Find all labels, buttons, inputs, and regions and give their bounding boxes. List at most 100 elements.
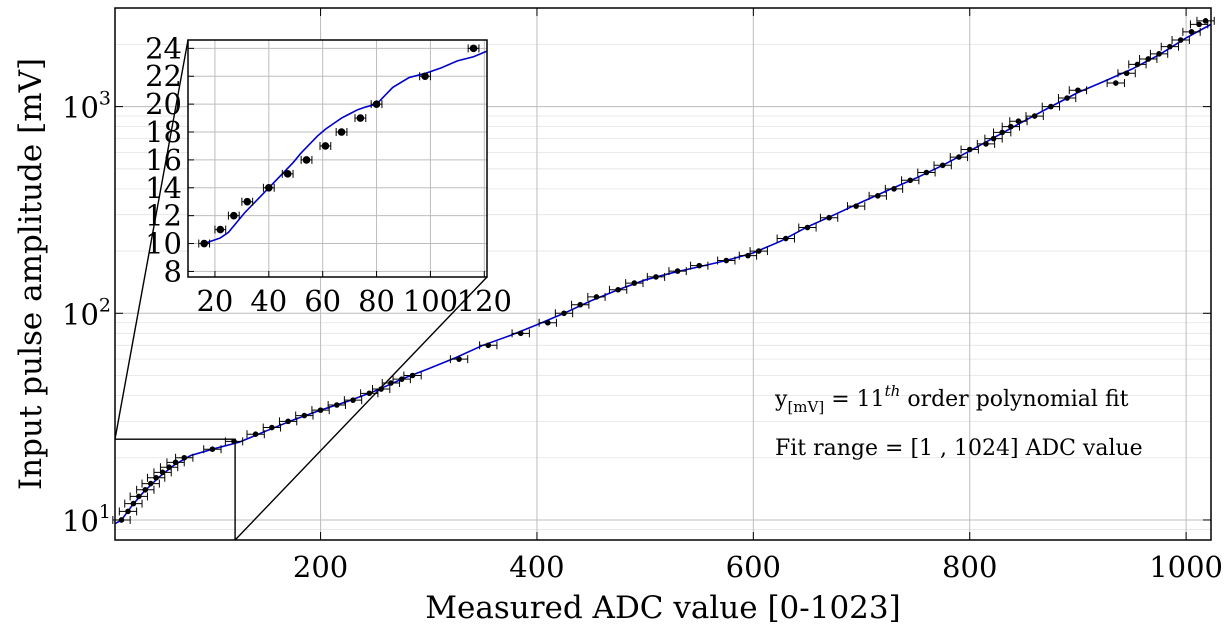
data-point	[868, 191, 887, 200]
data-point	[738, 251, 758, 260]
point-marker	[956, 154, 962, 160]
inset-point-marker	[421, 72, 429, 81]
data-point	[141, 479, 160, 488]
y-tick-base: 10	[62, 297, 99, 331]
point-marker	[853, 203, 859, 209]
inset-fit-curve	[203, 50, 488, 245]
data-point	[479, 341, 498, 350]
data-point	[153, 468, 172, 477]
inset-y-tick-label: 24	[145, 31, 182, 65]
data-point	[538, 318, 557, 327]
data-point	[1171, 36, 1190, 45]
inset-y-tick-label: 14	[145, 171, 182, 205]
point-marker	[653, 274, 659, 280]
x-tick-label: 1000	[1149, 550, 1223, 584]
point-marker	[142, 486, 149, 493]
data-point	[884, 184, 904, 193]
data-point	[246, 430, 265, 439]
point-marker	[1015, 118, 1022, 124]
inset-x-tick-label: 80	[358, 284, 395, 318]
data-point	[449, 355, 469, 364]
fit-annotation-order: = 11	[824, 387, 884, 412]
data-point	[646, 272, 666, 281]
data-point	[1068, 86, 1088, 95]
point-marker	[593, 294, 600, 300]
data-point	[819, 213, 839, 222]
data-point	[511, 329, 530, 338]
point-marker	[366, 390, 373, 397]
point-marker	[1123, 70, 1130, 77]
point-marker	[990, 135, 997, 142]
inset-data-point	[319, 141, 332, 150]
inset-point-marker	[265, 183, 273, 192]
data-point	[118, 507, 138, 516]
point-marker	[1188, 29, 1195, 35]
point-marker	[172, 459, 179, 466]
y-tick-label: 103	[62, 88, 111, 125]
data-point	[993, 128, 1012, 137]
data-point	[668, 267, 687, 276]
data-point	[798, 223, 817, 232]
data-point	[327, 400, 346, 409]
point-marker	[153, 474, 159, 481]
data-point	[403, 371, 422, 380]
x-tick-label: 200	[293, 550, 348, 584]
data-point	[1128, 60, 1147, 69]
data-point	[203, 445, 222, 454]
data-point	[1139, 54, 1158, 63]
fit-annotation-y: y	[774, 387, 788, 412]
data-point	[901, 176, 920, 185]
data-point	[129, 492, 148, 501]
zoom-connector-right	[234, 276, 488, 541]
data-point	[984, 134, 1003, 143]
point-marker	[485, 342, 492, 349]
point-marker	[674, 268, 681, 274]
inset-data-point	[262, 183, 275, 192]
point-marker	[1075, 87, 1081, 94]
data-point	[175, 453, 194, 462]
point-marker	[350, 397, 356, 403]
inset-point-marker	[283, 170, 292, 178]
data-point	[1106, 79, 1125, 88]
point-marker	[907, 177, 914, 184]
inset-x-tick-label: 60	[304, 284, 341, 318]
data-point	[749, 247, 768, 256]
fit-annotation-rest: order polynomial fit	[900, 387, 1128, 412]
inset-x-tick-label: 100	[403, 284, 458, 318]
point-marker	[966, 146, 973, 153]
point-marker	[1202, 18, 1209, 24]
point-marker	[1156, 51, 1162, 57]
point-marker	[782, 235, 789, 242]
inset-data-point	[241, 197, 254, 206]
y-tick-exponent: 2	[99, 294, 111, 316]
data-point	[1041, 102, 1061, 111]
zoom-connector-left	[114, 39, 189, 440]
x-tick-label: 600	[726, 550, 781, 584]
point-marker	[826, 214, 832, 221]
data-point	[949, 153, 969, 162]
fit-annotation-superscript: th	[885, 382, 901, 400]
inset-point-marker	[356, 114, 365, 122]
data-point	[146, 473, 166, 482]
inset-point-marker	[243, 197, 252, 206]
point-marker	[1145, 56, 1152, 62]
x-tick-label: 400	[509, 550, 564, 584]
data-point	[976, 139, 996, 148]
data-point	[554, 309, 574, 318]
inset-data-point	[198, 239, 211, 248]
x-axis-title: Measured ADC value [0-1023]	[425, 590, 900, 626]
point-marker	[723, 257, 730, 264]
point-marker	[804, 224, 811, 231]
data-point	[690, 261, 709, 270]
data-point	[587, 292, 606, 301]
point-marker	[398, 376, 405, 382]
zoom-region-box	[115, 438, 236, 540]
inset-x-tick-label: 20	[196, 284, 233, 318]
point-marker	[874, 193, 881, 199]
y-tick-base: 10	[62, 91, 99, 125]
inset-point-marker	[321, 142, 330, 150]
inset-y-tick-label: 18	[145, 115, 182, 149]
data-point	[1182, 27, 1201, 36]
